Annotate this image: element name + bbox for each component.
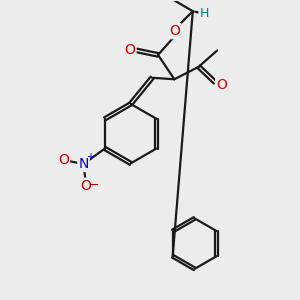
Text: −: − [89, 179, 100, 192]
Text: O: O [124, 43, 136, 57]
Text: N: N [78, 157, 89, 171]
Text: O: O [80, 179, 92, 193]
Text: O: O [58, 153, 69, 167]
Text: O: O [169, 24, 180, 38]
Text: H: H [200, 7, 209, 20]
Text: +: + [86, 152, 94, 162]
Text: O: O [216, 78, 227, 92]
